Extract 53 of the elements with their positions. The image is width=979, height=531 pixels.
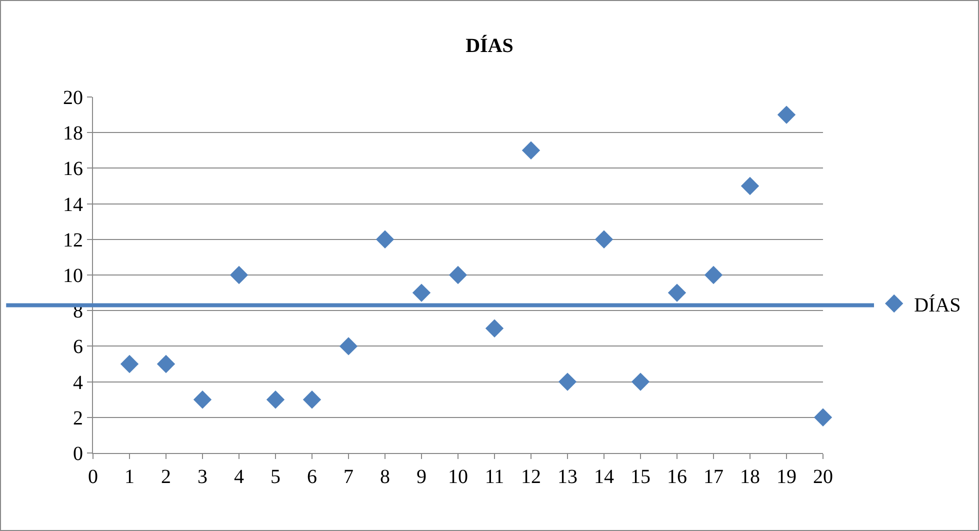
chart-title: DÍAS (466, 34, 514, 58)
point (704, 266, 723, 284)
x-tick-label: 8 (380, 466, 390, 488)
point (668, 284, 686, 302)
x-tick-label: 7 (344, 466, 354, 488)
x-tick-label: 0 (88, 466, 98, 488)
y-tick-label: 10 (63, 265, 83, 287)
x-tick-label: 2 (161, 466, 171, 488)
x-tick-label: 19 (776, 466, 796, 488)
point (120, 354, 139, 374)
x-tick-label: 20 (813, 466, 833, 488)
point (485, 319, 504, 338)
point (558, 372, 577, 391)
y-tick-label: 6 (73, 336, 83, 358)
point (266, 390, 285, 409)
x-tick-label: 1 (124, 466, 134, 488)
x-tick-label: 16 (667, 466, 687, 488)
point (814, 408, 832, 426)
x-tick-label: 4 (234, 466, 244, 488)
point (156, 354, 176, 374)
x-tick-label: 5 (270, 466, 280, 488)
x-tick-label: 9 (416, 466, 426, 488)
point (777, 106, 796, 124)
y-tick-label: 18 (63, 122, 83, 145)
x-tick-label: 18 (740, 466, 760, 488)
x-tick-label: 12 (521, 466, 541, 488)
point (230, 266, 248, 284)
point (193, 390, 212, 409)
y-tick-label: 4 (73, 372, 83, 394)
point (594, 230, 614, 248)
y-tick-label: 2 (73, 407, 83, 430)
point (339, 337, 358, 356)
point (631, 372, 650, 391)
x-tick-label: 6 (307, 466, 317, 488)
point (376, 230, 394, 248)
x-tick-label: 14 (594, 466, 614, 488)
x-tick-label: 10 (448, 466, 468, 488)
x-tick-label: 15 (630, 466, 650, 488)
point (302, 390, 322, 409)
y-tick-label: 12 (63, 229, 83, 252)
x-tick-label: 13 (558, 466, 578, 488)
point (448, 266, 468, 284)
y-tick-label: 14 (63, 194, 83, 216)
y-tick-label: 0 (73, 443, 83, 465)
point (740, 176, 760, 196)
point (522, 141, 540, 160)
y-tick-label: 16 (63, 158, 83, 180)
legend-label: DÍAS (914, 293, 961, 316)
y-tick-label: 20 (63, 87, 83, 109)
x-tick-label: 11 (484, 466, 504, 488)
x-tick-label: 3 (198, 466, 208, 488)
point (412, 284, 431, 302)
x-tick-label: 17 (704, 466, 724, 488)
